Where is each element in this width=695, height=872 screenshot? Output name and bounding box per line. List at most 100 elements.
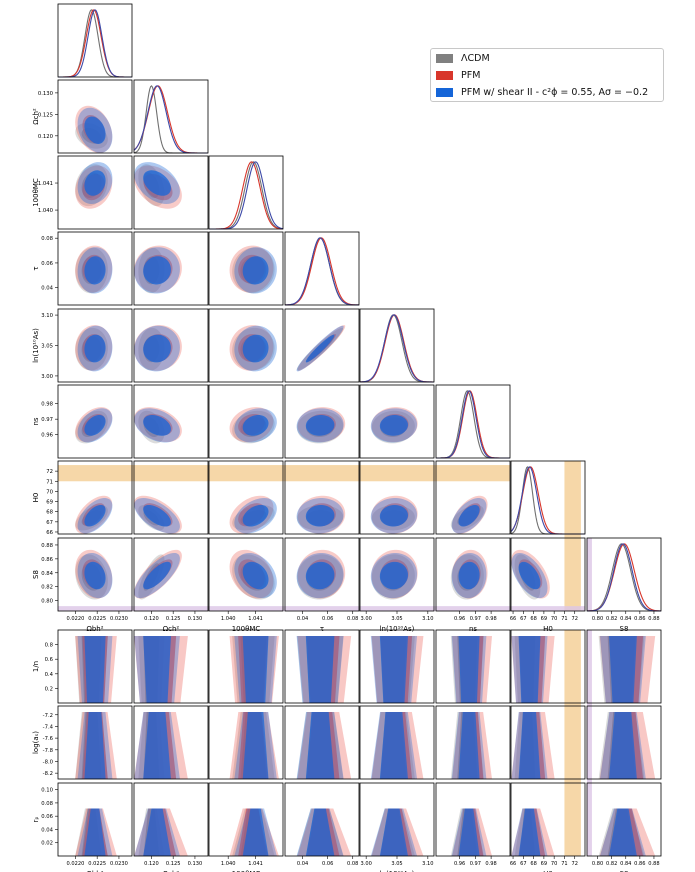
contour-obh2-och2-shear-1sigma xyxy=(84,116,106,144)
lower-xtick-label-S8-0: 0.80 xyxy=(592,861,603,867)
contour-logA-S8-shear-1sigma xyxy=(379,561,408,590)
marginal-curve-S8-pfm xyxy=(586,543,662,612)
legend-entry-lcdm: ΛCDM xyxy=(436,50,663,66)
ytick-label-inv_n-1: 0.4 xyxy=(45,672,54,678)
contour-tau-H0-shear-1sigma xyxy=(305,504,335,527)
lower-xtick-label-S8-2: 0.84 xyxy=(620,861,631,867)
extra-panel-frame-rp-theta xyxy=(208,782,284,857)
panel-frame-tau-logA xyxy=(284,308,360,383)
lower-xtick-label-H0-3: 69 xyxy=(541,861,547,867)
extra-panel-frame-inv_n-logA xyxy=(359,629,435,704)
panel-frame-logA-ns xyxy=(359,384,435,459)
ytick-label-H0-0: 66 xyxy=(46,530,53,536)
lower-xtick-label-ns-1: 0.97 xyxy=(470,861,481,867)
ytick-label-log_as-2: -7.8 xyxy=(43,748,54,754)
ytick-label-log_as-0: -8.2 xyxy=(43,771,53,777)
extra-panel-frame-log_as-H0 xyxy=(510,705,586,780)
marginal-curve-logA-pfm xyxy=(359,314,434,383)
contour-tau-ns-shear-1sigma xyxy=(305,415,335,436)
contour-obh2-theta-shear-1sigma xyxy=(84,170,106,196)
ytick-label-H0-3: 69 xyxy=(46,500,53,506)
extra-contour-rp-och2-shear-1sigma xyxy=(143,808,171,856)
extra-panel-frame-inv_n-obh2 xyxy=(57,629,133,704)
contour-theta-ns-shear-1sigma xyxy=(242,415,269,436)
ylabel-S8: S8 xyxy=(32,570,40,579)
upper-xlabel-tau: τ xyxy=(320,625,324,633)
lower-xtick-label-ns-2: 0.98 xyxy=(485,861,496,867)
lower-xlabel-och2: Ωch² xyxy=(163,870,180,872)
marginal-curve-ns-shear xyxy=(436,390,510,459)
ytick-label-S8-4: 0.88 xyxy=(41,543,53,549)
legend: ΛCDM PFM PFM w/ shear II - c²ϕ = 0.55, A… xyxy=(430,48,664,102)
ytick-label-och2-1: 0.125 xyxy=(38,112,53,118)
upper-xlabel-logA: ln(10¹⁰As) xyxy=(380,625,415,633)
extra-contour-log_as-S8-shear-1sigma xyxy=(609,712,637,779)
ytick-label-S8-2: 0.84 xyxy=(41,571,53,577)
h0-band-horizontal xyxy=(58,465,510,482)
panel-frame-tau-S8 xyxy=(284,537,360,612)
ytick-label-ns-2: 0.98 xyxy=(41,402,53,408)
upper-xtick-label-H0-3: 69 xyxy=(541,616,547,622)
ytick-label-H0-1: 67 xyxy=(46,520,53,526)
ylabel-ns: ns xyxy=(32,417,40,425)
extra-panel-frame-log_as-och2 xyxy=(133,705,209,780)
ytick-label-log_as-3: -7.6 xyxy=(43,736,54,742)
legend-swatch-shear xyxy=(436,87,453,97)
extra-contour-log_as-obh2-shear-1sigma xyxy=(84,712,106,779)
extra-contour-log_as-logA-shear-1sigma xyxy=(379,712,408,779)
marginal-curve-S8-lcdm xyxy=(586,543,661,612)
upper-xlabel-och2: Ωch² xyxy=(163,625,180,633)
extra-contour-inv_n-theta-shear-1sigma xyxy=(242,636,269,703)
panel-frame-obh2-S8 xyxy=(57,537,133,612)
panel-frame-ns-H0 xyxy=(435,460,511,535)
lower-xtick-label-obh2-1: 0.0225 xyxy=(88,861,106,867)
upper-xtick-label-S8-4: 0.88 xyxy=(648,616,659,622)
lower-xtick-label-H0-1: 67 xyxy=(520,861,526,867)
marginal-curve-obh2-lcdm xyxy=(58,9,132,78)
lower-xtick-label-theta-0: 1.040 xyxy=(221,861,236,867)
ytick-label-och2-2: 0.130 xyxy=(38,91,54,97)
extra-contour-inv_n-S8-shear-1sigma xyxy=(609,636,637,703)
upper-xtick-label-tau-1: 0.06 xyxy=(322,616,333,622)
ytick-label-inv_n-3: 0.8 xyxy=(45,643,54,649)
contour-obh2-ns-shear-1sigma xyxy=(84,415,106,436)
extra-panel-frame-inv_n-theta xyxy=(208,629,284,704)
ytick-label-ns-0: 0.96 xyxy=(41,433,53,439)
extra-panel-frame-inv_n-tau xyxy=(284,629,360,704)
ytick-label-theta-0: 1.040 xyxy=(38,208,54,214)
ytick-label-theta-1: 1.041 xyxy=(38,181,53,187)
lower-xlabel-theta: 100θMC xyxy=(232,870,261,872)
ytick-label-rp-2: 0.06 xyxy=(41,814,53,820)
lower-xtick-label-logA-1: 3.05 xyxy=(391,861,402,867)
upper-xtick-label-tau-0: 0.04 xyxy=(297,616,308,622)
panel-frame-obh2-obh2 xyxy=(57,3,133,78)
marginal-curve-S8-shear xyxy=(586,543,662,612)
extra-panel-frame-log_as-logA xyxy=(359,705,435,780)
lower-xlabel-obh2: Ωbh² xyxy=(86,870,103,872)
upper-xlabel-obh2: Ωbh² xyxy=(86,625,103,633)
extra-contour-inv_n-tau-shear-1sigma xyxy=(305,636,335,703)
upper-xtick-label-obh2-1: 0.0225 xyxy=(88,616,106,622)
contour-obh2-logA-shear-1sigma xyxy=(84,334,106,363)
extra-contour-rp-ns-shear-1sigma xyxy=(458,808,480,856)
panel-frame-obh2-theta xyxy=(57,155,133,230)
extra-panel-frame-log_as-theta xyxy=(208,705,284,780)
ytick-label-H0-5: 71 xyxy=(46,479,53,485)
legend-swatch-pfm xyxy=(436,70,453,80)
upper-xlabel-H0: H0 xyxy=(543,625,553,633)
extra-contour-rp-logA-shear-1sigma xyxy=(379,808,408,856)
panel-frame-och2-logA xyxy=(133,308,209,383)
lower-xlabel-logA: ln(10¹⁰As) xyxy=(380,870,415,872)
upper-xtick-label-och2-0: 0.120 xyxy=(144,616,159,622)
ylabel-rp: rₚ xyxy=(32,817,40,823)
ytick-label-rp-1: 0.04 xyxy=(41,827,53,833)
contour-och2-ns-shear-1sigma xyxy=(143,415,171,436)
contour-obh2-H0-shear-1sigma xyxy=(84,504,106,527)
lower-xtick-label-tau-1: 0.06 xyxy=(322,861,333,867)
legend-entry-shear: PFM w/ shear II - c²ϕ = 0.55, Aσ = −0.2 xyxy=(436,84,663,100)
contour-ns-S8-shear-1sigma xyxy=(458,561,480,590)
ytick-label-och2-0: 0.120 xyxy=(38,134,54,140)
ytick-label-log_as-4: -7.4 xyxy=(43,724,54,730)
extra-panel-frame-inv_n-H0 xyxy=(510,629,586,704)
upper-xtick-label-S8-3: 0.86 xyxy=(634,616,645,622)
